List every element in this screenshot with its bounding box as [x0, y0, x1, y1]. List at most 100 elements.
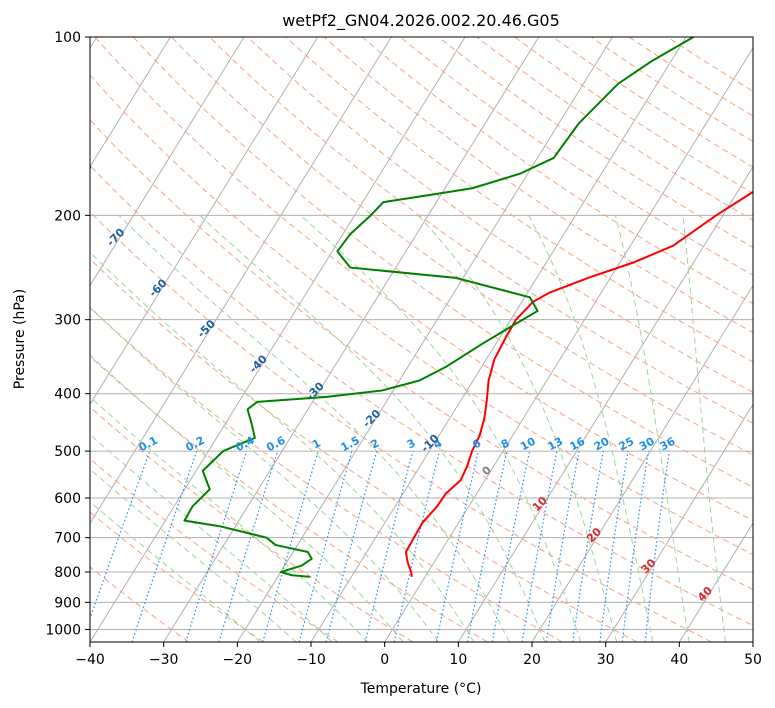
x-tick-label: 20 — [523, 652, 541, 668]
mixing-ratio-line — [364, 450, 414, 642]
dry-adiabat-label: -80 — [72, 159, 95, 182]
dry-adiabat-line — [552, 37, 753, 168]
mixing-ratio-label: 3 — [405, 436, 418, 451]
mixing-ratio-label: 10 — [518, 435, 538, 454]
dry-adiabat-label: -40 — [247, 352, 270, 375]
dry-adiabat-line — [209, 37, 753, 424]
mixing-ratio-line — [298, 450, 353, 642]
dry-adiabat-line — [400, 37, 753, 276]
mixing-ratio-label: 8 — [499, 436, 512, 451]
chart-title: wetPf2_GN04.2026.002.20.46.G05 — [282, 11, 560, 31]
x-tick-label: −30 — [149, 652, 179, 668]
x-tick-label: 10 — [449, 652, 467, 668]
isotherm-line — [384, 46, 753, 642]
moist-adiabat-line — [90, 501, 261, 642]
dry-adiabat-line — [323, 37, 753, 334]
mixing-ratio-line — [572, 450, 604, 642]
moist-adiabat-line — [300, 214, 582, 642]
moist-adiabats — [90, 214, 727, 642]
dry-adiabat-line — [247, 37, 753, 393]
mixing-ratio-line — [621, 451, 650, 642]
plot-frame — [89, 36, 754, 643]
mixing-ratio-line — [185, 450, 248, 642]
mixing-ratio-label: 36 — [658, 435, 678, 454]
x-tick-label: −40 — [75, 652, 105, 668]
moist-adiabat-label: 40 — [695, 584, 715, 604]
mixing-ratio-line — [491, 450, 531, 642]
dry-adiabat-label: -100 — [0, 63, 9, 92]
moist-adiabat-label: 0 — [479, 463, 494, 478]
dry-adiabat-label: -50 — [195, 317, 218, 340]
dry-adiabats — [90, 37, 753, 642]
dry-adiabat-line — [667, 37, 753, 92]
isotherm-line — [163, 37, 540, 642]
y-axis-ticks: 100 200 300 400 500 600 700 800 900 1000 — [45, 30, 90, 638]
moist-adiabat-line — [90, 396, 368, 642]
mixing-ratio-line — [599, 450, 629, 642]
isotherm-line — [90, 37, 171, 168]
isotherm-line — [605, 403, 753, 642]
isotherm-line — [678, 522, 753, 642]
dry-adiabat-line — [90, 211, 712, 642]
adiabat-labels: 0.1 0.2 0.4 0.6 1 1.5 2 3 4 6 8 10 13 16 20 25 30 36-100-… — [0, 63, 715, 604]
isotherm-line — [90, 37, 466, 642]
y-tick-label: 900 — [54, 595, 81, 611]
dry-adiabat-line — [90, 164, 753, 627]
moist-adiabat-line — [199, 214, 546, 642]
mixing-ratio-line — [262, 450, 319, 642]
x-tick-label: 0 — [380, 652, 389, 668]
dry-adiabat-line — [90, 566, 190, 642]
mixing-ratio-line — [218, 450, 279, 642]
mixing-ratio-label: 2 — [369, 436, 382, 451]
moist-adiabat-line — [118, 214, 510, 642]
y-tick-label: 400 — [54, 387, 81, 403]
y-tick-label: 300 — [54, 313, 81, 329]
dry-adiabat-line — [171, 37, 753, 456]
y-tick-label: 200 — [54, 208, 81, 224]
mixing-ratio-label: 20 — [592, 435, 612, 454]
sounding-series — [183, 37, 753, 578]
moist-adiabat-label: 10 — [530, 494, 550, 514]
dry-adiabat-line — [90, 355, 488, 642]
mixing-ratio-line — [131, 450, 198, 642]
isotherm-line — [457, 165, 753, 642]
y-tick-label: 1000 — [45, 622, 81, 638]
mixing-ratio-line — [521, 450, 558, 642]
mixing-ratio-line — [393, 450, 441, 642]
y-tick-label: 100 — [54, 30, 81, 46]
isotherm-line — [90, 37, 319, 406]
y-tick-label: 500 — [54, 444, 81, 460]
dry-adiabat-line — [94, 37, 753, 522]
pressure-gridlines — [90, 37, 753, 630]
dry-adiabat-line — [90, 306, 563, 642]
dry-adiabat-label: -20 — [360, 407, 383, 430]
dry-adiabat-line — [90, 458, 339, 642]
x-tick-label: 50 — [744, 652, 762, 668]
mixing-ratio-label: 13 — [545, 435, 565, 454]
mixing-ratio-label: 30 — [637, 435, 657, 454]
moist-adiabat-line — [90, 354, 404, 642]
mixing-ratio-lines — [90, 450, 670, 642]
x-tick-label: 30 — [597, 652, 615, 668]
dry-adiabat-label: -30 — [304, 379, 327, 402]
y-axis-title: Pressure (hPa) — [12, 289, 28, 389]
dry-adiabat-label: -60 — [146, 276, 169, 299]
dry-adiabat-label: -90 — [32, 104, 55, 127]
moist-adiabat-line — [90, 251, 475, 642]
x-tick-label: 40 — [670, 652, 688, 668]
dry-adiabat-line — [90, 511, 264, 642]
moist-adiabat-line — [90, 433, 333, 642]
plot-area: 0.1 0.2 0.4 0.6 1 1.5 2 3 4 6 8 10 13 16 20 25 30 36-100-… — [0, 37, 753, 642]
dry-adiabat-line — [90, 74, 753, 556]
dry-adiabat-line — [90, 258, 638, 642]
x-axis-ticks: −40 −30 −20 −10 0 10 20 30 40 50 — [75, 642, 762, 668]
isotherm-line — [90, 37, 245, 287]
x-tick-label: −10 — [296, 652, 326, 668]
dewpoint-profile-line — [183, 37, 694, 578]
mixing-ratio-line — [644, 451, 670, 642]
mixing-ratio-line — [435, 450, 479, 642]
isotherm-line — [90, 37, 392, 525]
moist-adiabat-label: 30 — [639, 556, 659, 576]
dry-adiabat-line — [132, 37, 753, 488]
